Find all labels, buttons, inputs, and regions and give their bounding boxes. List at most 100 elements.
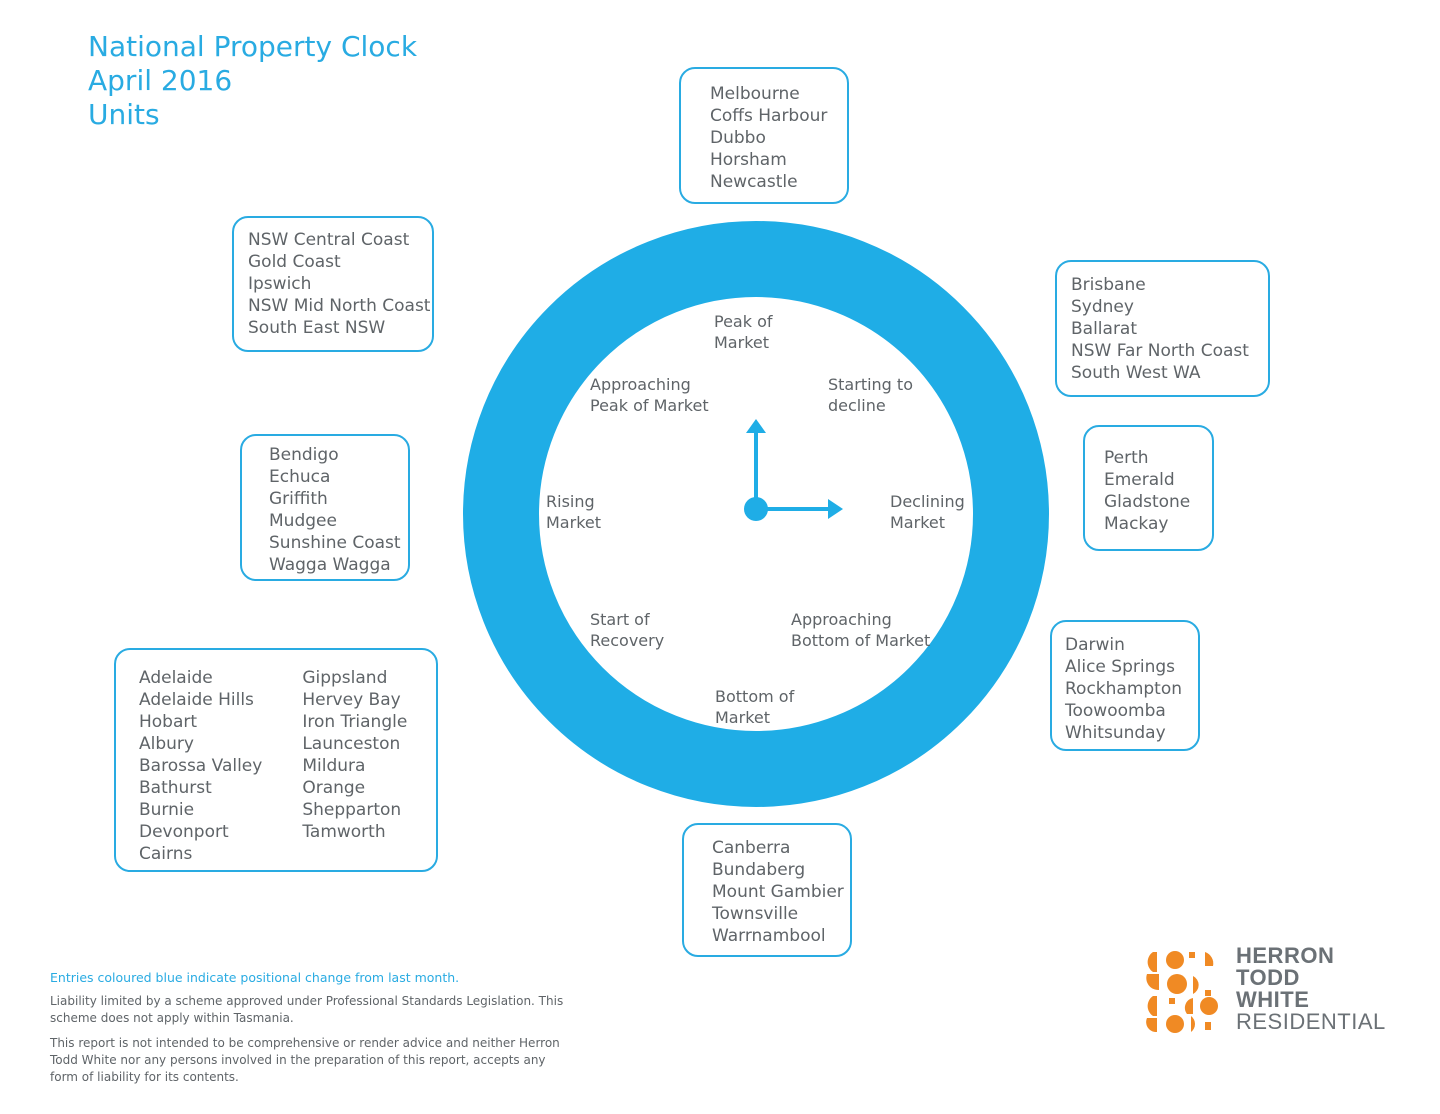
location-item: Adelaide [139, 668, 213, 688]
logo-line-1: HERRON [1236, 943, 1335, 968]
phase-approaching-bottom-line1: Approaching [791, 610, 892, 629]
location-item: Mackay [1104, 514, 1169, 534]
box-start-of-recovery: Adelaide Adelaide Hills Hobart Albury Baross… [114, 648, 438, 872]
location-item: Iron Triangle [302, 712, 408, 732]
herron-todd-white-logo-icon [1146, 951, 1218, 1033]
location-item: Gold Coast [248, 252, 341, 272]
box-declining-list: Perth Emerald Gladstone Mackay [1104, 447, 1212, 535]
location-item: Bathurst [139, 778, 212, 798]
box-start-recovery-col1: Adelaide Adelaide Hills Hobart Albury Baross… [139, 667, 262, 865]
phase-approaching-peak-line1: Approaching [590, 375, 691, 394]
phase-approaching-bottom: Approaching Bottom of Market [791, 609, 930, 651]
location-item: Whitsunday [1065, 723, 1166, 743]
logo-line-3: WHITE [1236, 987, 1310, 1012]
location-item: Shepparton [302, 800, 402, 820]
location-item: Ballarat [1071, 319, 1138, 339]
box-rising-market: Bendigo Echuca Griffith Mudgee Sunshine Coas… [240, 434, 410, 581]
phase-peak: Peak of Market [714, 311, 773, 353]
box-peak-of-market: Melbourne Coffs Harbour Dubbo Horsham Newcas… [679, 67, 849, 204]
box-starting-decline-list: Brisbane Sydney Ballarat NSW Far North Coas… [1071, 274, 1268, 384]
clock-hands [744, 419, 843, 521]
location-item: Echuca [269, 467, 331, 487]
phase-start-recovery: Start of Recovery [590, 609, 664, 651]
location-item: Darwin [1065, 635, 1125, 655]
location-item: Horsham [710, 150, 787, 170]
phase-starting-decline: Starting to decline [828, 374, 913, 416]
phase-starting-decline-line2: decline [828, 396, 886, 415]
logo-wordmark: HERRON TODD WHITE RESIDENTIAL [1236, 945, 1386, 1033]
box-start-recovery-columns: Adelaide Adelaide Hills Hobart Albury Baross… [139, 667, 436, 865]
box-starting-to-decline: Brisbane Sydney Ballarat NSW Far North Coas… [1055, 260, 1270, 397]
location-item: South East NSW [248, 318, 386, 338]
location-item: Orange [302, 778, 366, 798]
location-item: Launceston [302, 734, 401, 754]
logo-line-4: RESIDENTIAL [1236, 1009, 1386, 1034]
location-item: Mount Gambier [712, 882, 844, 902]
footnote-positional-change: Entries coloured blue indicate positiona… [50, 970, 460, 985]
box-approaching-peak-list: NSW Central Coast Gold Coast Ipswich NSW Mi… [248, 229, 432, 339]
title-line-1: National Property Clock [88, 30, 418, 63]
location-item: Bundaberg [712, 860, 806, 880]
phase-rising: Rising Market [546, 491, 601, 533]
location-item: Brisbane [1071, 275, 1146, 295]
location-item: Perth [1104, 448, 1149, 468]
phase-approaching-peak: Approaching Peak of Market [590, 374, 709, 416]
phase-declining-line2: Market [890, 513, 945, 532]
location-item: Alice Springs [1065, 657, 1176, 677]
box-peak-list: Melbourne Coffs Harbour Dubbo Horsham Newcas… [710, 83, 847, 193]
location-item: Warrnambool [712, 926, 826, 946]
location-item: Emerald [1104, 470, 1175, 490]
phase-approaching-peak-line2: Peak of Market [590, 396, 709, 415]
location-item: Hervey Bay [302, 690, 401, 710]
location-item: Hobart [139, 712, 198, 732]
location-item: Mildura [302, 756, 366, 776]
phase-start-recovery-line2: Recovery [590, 631, 665, 650]
location-item: Sunshine Coast [269, 533, 401, 553]
location-item: Adelaide Hills [139, 690, 254, 710]
title-line-3: Units [88, 98, 160, 131]
box-bottom-of-market: Canberra Bundaberg Mount Gambier Townsville… [682, 823, 852, 957]
logo-line-2: TODD [1236, 965, 1300, 990]
phase-bottom: Bottom of Market [715, 686, 794, 728]
location-item: Burnie [139, 800, 195, 820]
phase-peak-line2: Market [714, 333, 769, 352]
location-item: Bendigo [269, 445, 339, 465]
location-item: Rockhampton [1065, 679, 1183, 699]
location-item: South West WA [1071, 363, 1201, 383]
location-item: Albury [139, 734, 194, 754]
location-item: Gippsland [302, 668, 388, 688]
phase-rising-line1: Rising [546, 492, 595, 511]
location-item: NSW Central Coast [248, 230, 410, 250]
location-item: Toowoomba [1065, 701, 1166, 721]
location-item: Dubbo [710, 128, 766, 148]
footnote-disclaimer: This report is not intended to be compre… [50, 1036, 560, 1084]
title-line-2: April 2016 [88, 64, 233, 97]
phase-peak-line1: Peak of [714, 312, 773, 331]
phase-bottom-line1: Bottom of [715, 687, 795, 706]
phase-approaching-bottom-line2: Bottom of Market [791, 631, 931, 650]
box-approaching-bottom-list: Darwin Alice Springs Rockhampton Toowoomba W… [1065, 634, 1198, 744]
box-start-recovery-col2: Gippsland Hervey Bay Iron Triangle Launcest… [302, 667, 407, 865]
footnote-liability: Liability limited by a scheme approved u… [50, 994, 564, 1025]
location-item: Newcastle [710, 172, 798, 192]
box-approaching-peak: NSW Central Coast Gold Coast Ipswich NSW Mi… [232, 216, 434, 352]
phase-starting-decline-line1: Starting to [828, 375, 913, 394]
page-title: National Property Clock April 2016 Units [88, 30, 417, 132]
location-item: NSW Far North Coast [1071, 341, 1249, 361]
location-item: Griffith [269, 489, 328, 509]
box-declining-market: Perth Emerald Gladstone Mackay [1083, 425, 1214, 551]
phase-declining-line1: Declining [890, 492, 965, 511]
minute-hand-arrowhead [828, 499, 843, 519]
phase-start-recovery-line1: Start of [590, 610, 650, 629]
box-approaching-bottom: Darwin Alice Springs Rockhampton Toowoomba W… [1050, 620, 1200, 751]
location-item: Mudgee [269, 511, 337, 531]
phase-bottom-line2: Market [715, 708, 770, 727]
location-item: NSW Mid North Coast [248, 296, 431, 316]
location-item: Tamworth [302, 822, 386, 842]
location-item: Barossa Valley [139, 756, 263, 776]
location-item: Canberra [712, 838, 791, 858]
location-item: Townsville [712, 904, 799, 924]
location-item: Ipswich [248, 274, 312, 294]
box-rising-list: Bendigo Echuca Griffith Mudgee Sunshine Coas… [269, 444, 408, 576]
location-item: Coffs Harbour [710, 106, 828, 126]
